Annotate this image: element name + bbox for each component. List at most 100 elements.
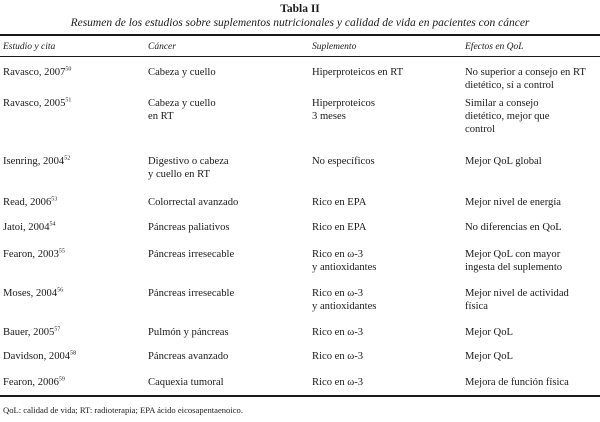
top-rule — [0, 34, 600, 36]
cell-effect: Mejora de función física — [465, 376, 600, 389]
cell-cancer: Páncreas avanzado — [148, 350, 228, 363]
effect-line: dietético, sí a control — [465, 80, 554, 91]
effect-line: Mejor QoL — [465, 351, 513, 362]
supplement-line: y antioxidantes — [312, 301, 377, 312]
reference-number: 57 — [54, 326, 61, 333]
supplement-line: Hiperproteicos en RT — [312, 67, 404, 78]
header-effect: Efectos en QoL — [465, 42, 524, 52]
effect-line: Mejor QoL — [465, 327, 513, 338]
cell-supplement: Rico en ω-3 y antioxidantes — [312, 248, 376, 274]
study-name: Fearon, 2006 — [3, 377, 59, 388]
effect-line: física — [465, 301, 488, 312]
effect-line: No diferencias en QoL — [465, 222, 562, 233]
supplement-line: No específicos — [312, 156, 375, 167]
supplement-line: y antioxidantes — [312, 262, 377, 273]
cell-cancer: Digestivo o cabeza y cuello en RT — [148, 155, 229, 181]
cell-supplement: Rico en EPA — [312, 196, 366, 209]
cancer-line: y cuello en RT — [148, 169, 211, 180]
cancer-line: Pulmón y páncreas — [148, 327, 229, 338]
reference-number: 53 — [51, 196, 58, 203]
study-citation: Moses, 200456 — [3, 287, 63, 300]
cell-cancer: Cabeza y cuello — [148, 66, 216, 79]
effect-line: Mejor nivel de actividad — [465, 288, 569, 299]
table-footnote: QoL: calidad de vida; RT: radioterapia; … — [3, 405, 243, 415]
cancer-line: Colorrectal avanzado — [148, 197, 239, 208]
reference-number: 51 — [65, 97, 72, 104]
reference-number: 56 — [57, 287, 64, 294]
cell-study: Jatoi, 200454 — [3, 221, 56, 234]
cell-cancer: Páncreas irresecable — [148, 287, 234, 300]
study-citation: Isenring, 200452 — [3, 155, 70, 168]
study-name: Isenring, 2004 — [3, 156, 65, 167]
supplement-line: Rico en ω-3 — [312, 249, 364, 260]
study-name: Ravasco, 2005 — [3, 98, 66, 109]
cancer-line: Páncreas irresecable — [148, 288, 235, 299]
study-name: Fearon, 2003 — [3, 249, 59, 260]
cancer-line: Digestivo o cabeza — [148, 156, 229, 167]
supplement-line: Rico en EPA — [312, 197, 367, 208]
study-citation: Jatoi, 200454 — [3, 221, 56, 234]
cell-study: Bauer, 200557 — [3, 326, 60, 339]
cell-effect: Mejor QoL — [465, 350, 600, 363]
effect-line: No superior a consejo en RT — [465, 67, 586, 78]
cell-study: Davidson, 200458 — [3, 350, 76, 363]
bottom-rule — [0, 395, 600, 397]
cell-supplement: Rico en ω-3 — [312, 350, 363, 363]
cell-effect: Similar a consejo dietético, mejor que con… — [465, 97, 600, 136]
cell-study: Ravasco, 200750 — [3, 66, 71, 79]
cell-effect: No superior a consejo en RT dietético, sí… — [465, 66, 600, 92]
cell-cancer: Pulmón y páncreas — [148, 326, 229, 339]
cell-supplement: Rico en ω-3 — [312, 326, 363, 339]
effect-line: ingesta del suplemento — [465, 262, 563, 273]
cell-cancer: Caquexia tumoral — [148, 376, 224, 389]
supplement-line: 3 meses — [312, 111, 346, 122]
table-caption: Tabla II Resumen de los estudios sobre s… — [0, 0, 600, 34]
study-name: Davidson, 2004 — [3, 351, 71, 362]
study-citation: Fearon, 200659 — [3, 376, 65, 389]
reference-number: 50 — [65, 66, 72, 73]
cancer-line: Páncreas irresecable — [148, 249, 235, 260]
cell-cancer: Colorrectal avanzado — [148, 196, 238, 209]
cancer-line: Caquexia tumoral — [148, 377, 224, 388]
cancer-line: Páncreas paliativos — [148, 222, 230, 233]
cell-study: Fearon, 200659 — [3, 376, 65, 389]
cell-effect: Mejor QoL — [465, 326, 600, 339]
table-title: Tabla II — [280, 3, 320, 15]
supplement-line: Rico en ω-3 — [312, 288, 364, 299]
cell-effect: Mejor QoL global — [465, 155, 600, 168]
supplement-line: Hiperproteicos — [312, 98, 375, 109]
effect-line: Mejor nivel de energía — [465, 197, 561, 208]
cell-supplement: Hiperproteicos en RT — [312, 66, 403, 79]
supplement-line: Rico en ω-3 — [312, 377, 364, 388]
cell-cancer: Páncreas irresecable — [148, 248, 234, 261]
study-name: Read, 2006 — [3, 197, 52, 208]
reference-number: 52 — [64, 155, 71, 162]
supplement-line: Rico en ω-3 — [312, 327, 364, 338]
study-citation: Davidson, 200458 — [3, 350, 76, 363]
effect-line: Mejor QoL global — [465, 156, 542, 167]
cell-study: Ravasco, 200551 — [3, 97, 71, 110]
effect-line: Mejora de función física — [465, 377, 569, 388]
study-citation: Read, 200653 — [3, 196, 57, 209]
header-cancer: Cáncer — [148, 42, 176, 52]
cell-cancer: Cabeza y cuello en RT — [148, 97, 216, 123]
header-supplement: Suplemento — [312, 42, 357, 52]
cell-study: Moses, 200456 — [3, 287, 63, 300]
cancer-line: en RT — [148, 111, 174, 122]
supplement-line: Rico en EPA — [312, 222, 367, 233]
study-name: Moses, 2004 — [3, 288, 58, 299]
study-name: Bauer, 2005 — [3, 327, 55, 338]
cell-effect: No diferencias en QoL — [465, 221, 600, 234]
study-citation: Fearon, 200355 — [3, 248, 65, 261]
cell-supplement: Hiperproteicos 3 meses — [312, 97, 375, 123]
cell-study: Isenring, 200452 — [3, 155, 70, 168]
cell-study: Read, 200653 — [3, 196, 57, 209]
reference-number: 55 — [58, 248, 65, 255]
cell-cancer: Páncreas paliativos — [148, 221, 230, 234]
study-name: Ravasco, 2007 — [3, 67, 66, 78]
study-citation: Bauer, 200557 — [3, 326, 60, 339]
cell-effect: Mejor nivel de energía — [465, 196, 600, 209]
cell-study: Fearon, 200355 — [3, 248, 65, 261]
study-name: Jatoi, 2004 — [3, 222, 50, 233]
